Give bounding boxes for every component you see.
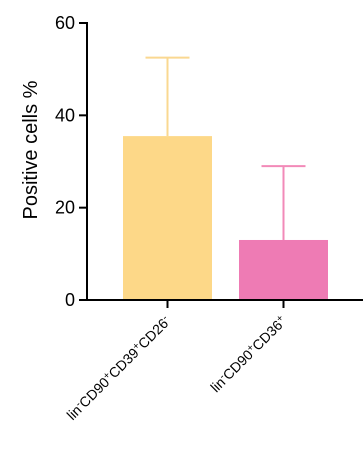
y-tick-label-20: 20 bbox=[55, 198, 75, 218]
x-tick-label-2: lin-CD90+CD36+ bbox=[207, 312, 290, 395]
bar-2 bbox=[239, 239, 328, 300]
y-tick-label-40: 40 bbox=[55, 105, 75, 125]
plot-area: 0 20 40 60 lin-CD90+CD39+CD26- lin-CD90+CD36+ bbox=[55, 13, 363, 423]
bar-1 bbox=[123, 136, 212, 300]
y-axis-label: Positive cells % bbox=[20, 80, 42, 219]
y-tick-label-60: 60 bbox=[55, 13, 75, 33]
y-tick-label-0: 0 bbox=[65, 290, 75, 310]
x-tick-label-1: lin-CD90+CD39+CD26- bbox=[63, 312, 174, 423]
